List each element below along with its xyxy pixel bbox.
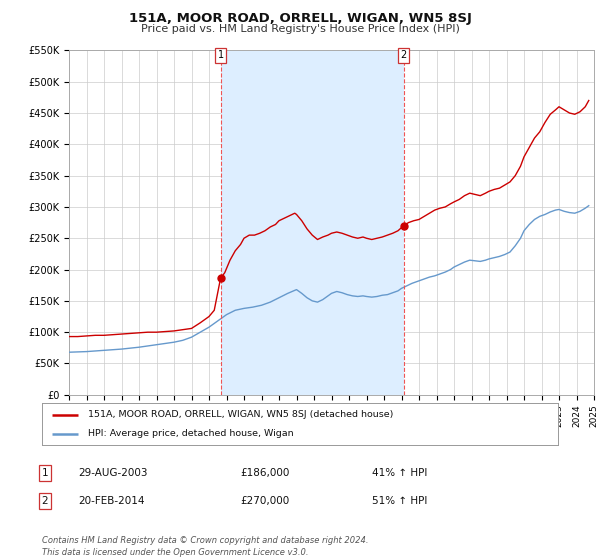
Text: 51% ↑ HPI: 51% ↑ HPI	[372, 496, 427, 506]
Text: 20-FEB-2014: 20-FEB-2014	[78, 496, 145, 506]
Bar	[221, 50, 404, 395]
Text: 151A, MOOR ROAD, ORRELL, WIGAN, WN5 8SJ (detached house): 151A, MOOR ROAD, ORRELL, WIGAN, WN5 8SJ …	[88, 410, 394, 419]
Text: 2: 2	[41, 496, 49, 506]
Text: 1: 1	[41, 468, 49, 478]
Text: 1: 1	[217, 50, 224, 60]
Text: 41% ↑ HPI: 41% ↑ HPI	[372, 468, 427, 478]
Text: HPI: Average price, detached house, Wigan: HPI: Average price, detached house, Wiga…	[88, 430, 294, 438]
Text: 151A, MOOR ROAD, ORRELL, WIGAN, WN5 8SJ: 151A, MOOR ROAD, ORRELL, WIGAN, WN5 8SJ	[128, 12, 472, 25]
Text: Price paid vs. HM Land Registry's House Price Index (HPI): Price paid vs. HM Land Registry's House …	[140, 24, 460, 34]
Text: 29-AUG-2003: 29-AUG-2003	[78, 468, 148, 478]
Text: Contains HM Land Registry data © Crown copyright and database right 2024.
This d: Contains HM Land Registry data © Crown c…	[42, 536, 368, 557]
Text: £186,000: £186,000	[240, 468, 289, 478]
Text: £270,000: £270,000	[240, 496, 289, 506]
Text: 2: 2	[400, 50, 407, 60]
